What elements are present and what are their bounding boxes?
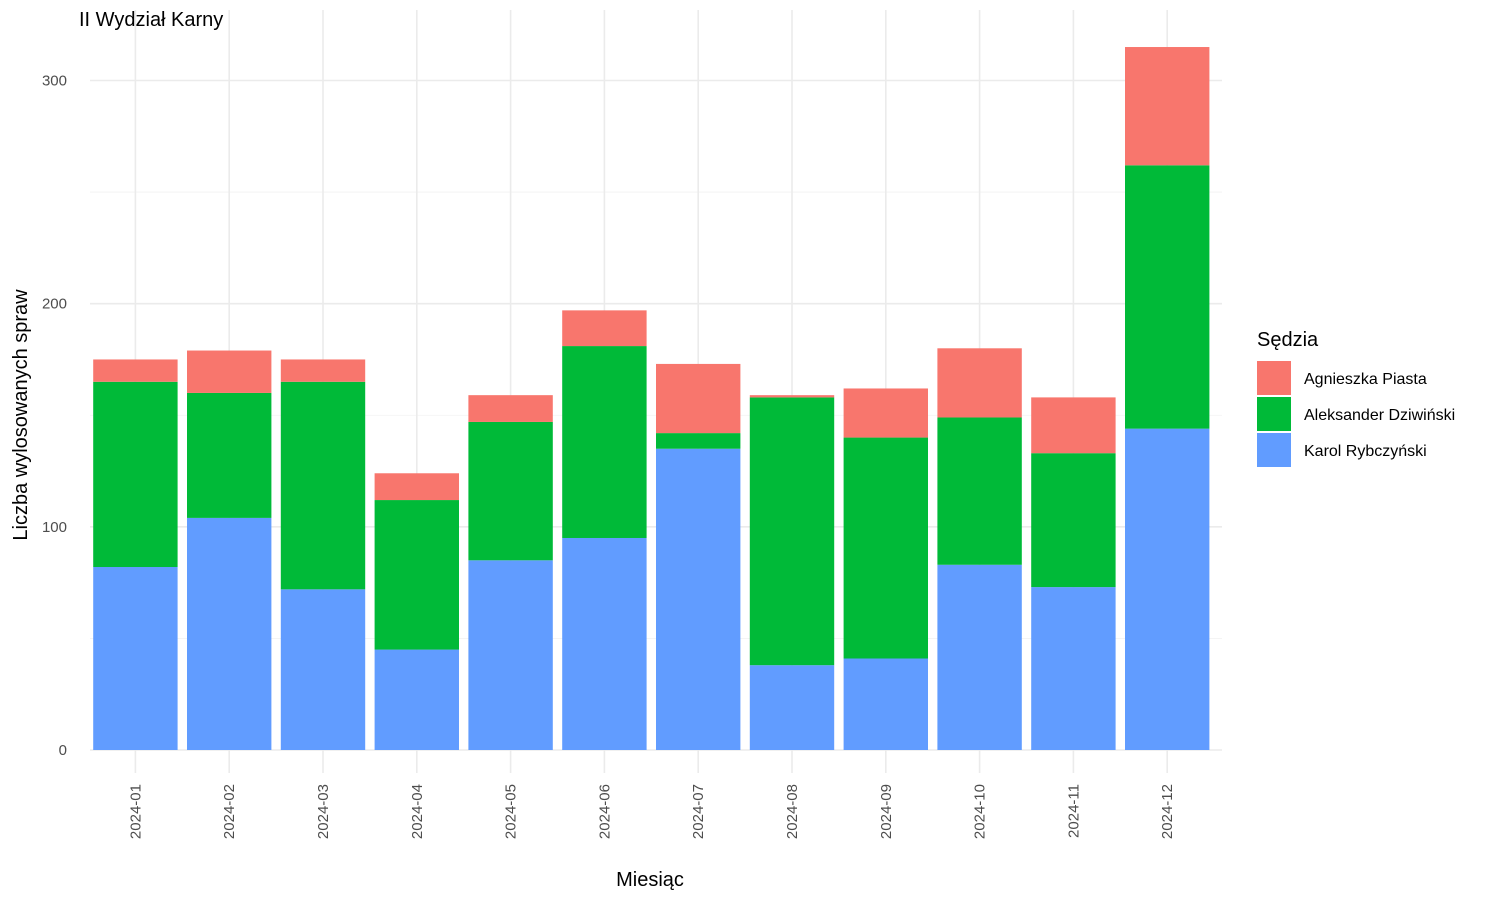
legend-label: Karol Rybczyński bbox=[1304, 443, 1427, 460]
x-tick-label: 2024-06 bbox=[596, 784, 613, 839]
x-tick-label: 2024-01 bbox=[127, 784, 144, 839]
bar-segment bbox=[468, 421, 553, 561]
bar-segment bbox=[280, 589, 366, 750]
bar-segment bbox=[937, 417, 1022, 565]
bar-segment bbox=[468, 560, 553, 750]
bar-segment bbox=[93, 359, 178, 382]
chart-title: II Wydział Karny bbox=[79, 9, 223, 31]
bar-segment bbox=[374, 649, 459, 750]
legend: Sędzia Agnieszka Piasta Aleksander Dziwiń… bbox=[1257, 329, 1455, 467]
bars bbox=[93, 47, 1210, 750]
x-tick-label: 2024-03 bbox=[315, 784, 332, 839]
bar-segment bbox=[656, 363, 741, 434]
x-tick-label: 2024-05 bbox=[503, 784, 520, 839]
bar-segment bbox=[562, 537, 647, 750]
x-tick-label: 2024-04 bbox=[409, 784, 426, 839]
bar-segment bbox=[374, 473, 459, 501]
bar-segment bbox=[187, 392, 272, 518]
x-tick-label: 2024-09 bbox=[878, 784, 895, 839]
x-axis-ticks: 2024-01 2024-02 2024-03 2024-04 2024-05 2024-… bbox=[127, 784, 1176, 839]
x-tick-label: 2024-10 bbox=[972, 784, 989, 839]
x-tick-label: 2024-02 bbox=[221, 784, 238, 839]
y-tick-label: 300 bbox=[42, 73, 67, 90]
bar-segment bbox=[562, 310, 647, 347]
bar-segment bbox=[749, 665, 835, 750]
y-axis-title: Liczba wylosowanych spraw bbox=[10, 289, 32, 541]
legend-label: Agnieszka Piasta bbox=[1304, 371, 1427, 388]
bar-segment bbox=[749, 397, 835, 666]
y-tick-label: 0 bbox=[59, 742, 67, 759]
bar-segment bbox=[843, 388, 928, 438]
bar-segment bbox=[374, 500, 459, 650]
bar-segment bbox=[1031, 587, 1116, 750]
legend-key bbox=[1257, 397, 1291, 431]
bar-segment bbox=[93, 567, 178, 750]
bar-segment bbox=[656, 448, 741, 750]
x-tick-label: 2024-08 bbox=[784, 784, 801, 839]
bar-segment bbox=[656, 433, 741, 449]
bar-segment bbox=[937, 348, 1022, 418]
bar-segment bbox=[1125, 47, 1210, 166]
x-axis-title: Miesiąc bbox=[616, 869, 684, 891]
bar-segment bbox=[187, 350, 272, 393]
bar-segment bbox=[1125, 428, 1210, 750]
bar-segment bbox=[468, 395, 553, 422]
bar-segment bbox=[1031, 453, 1116, 588]
y-tick-label: 200 bbox=[42, 296, 67, 313]
bar-segment bbox=[187, 517, 272, 750]
y-tick-label: 100 bbox=[42, 519, 67, 536]
bar-segment bbox=[1125, 165, 1210, 429]
x-tick-label: 2024-07 bbox=[690, 784, 707, 839]
bar-segment bbox=[843, 437, 928, 659]
bar-segment bbox=[562, 346, 647, 538]
bar-segment bbox=[1031, 397, 1116, 454]
legend-label: Aleksander Dziwiński bbox=[1304, 407, 1455, 424]
legend-key bbox=[1257, 361, 1291, 395]
bar-segment bbox=[749, 395, 835, 398]
bar-segment bbox=[93, 381, 178, 568]
x-tick-label: 2024-12 bbox=[1159, 784, 1176, 839]
x-tick-label: 2024-11 bbox=[1065, 784, 1082, 838]
legend-key bbox=[1257, 433, 1291, 467]
bar-segment bbox=[280, 359, 366, 382]
bar-segment bbox=[280, 381, 366, 590]
y-axis-ticks: 0 100 200 300 bbox=[42, 73, 67, 760]
bar-segment bbox=[843, 658, 928, 750]
bar-segment bbox=[937, 564, 1022, 750]
legend-title: Sędzia bbox=[1257, 329, 1319, 351]
